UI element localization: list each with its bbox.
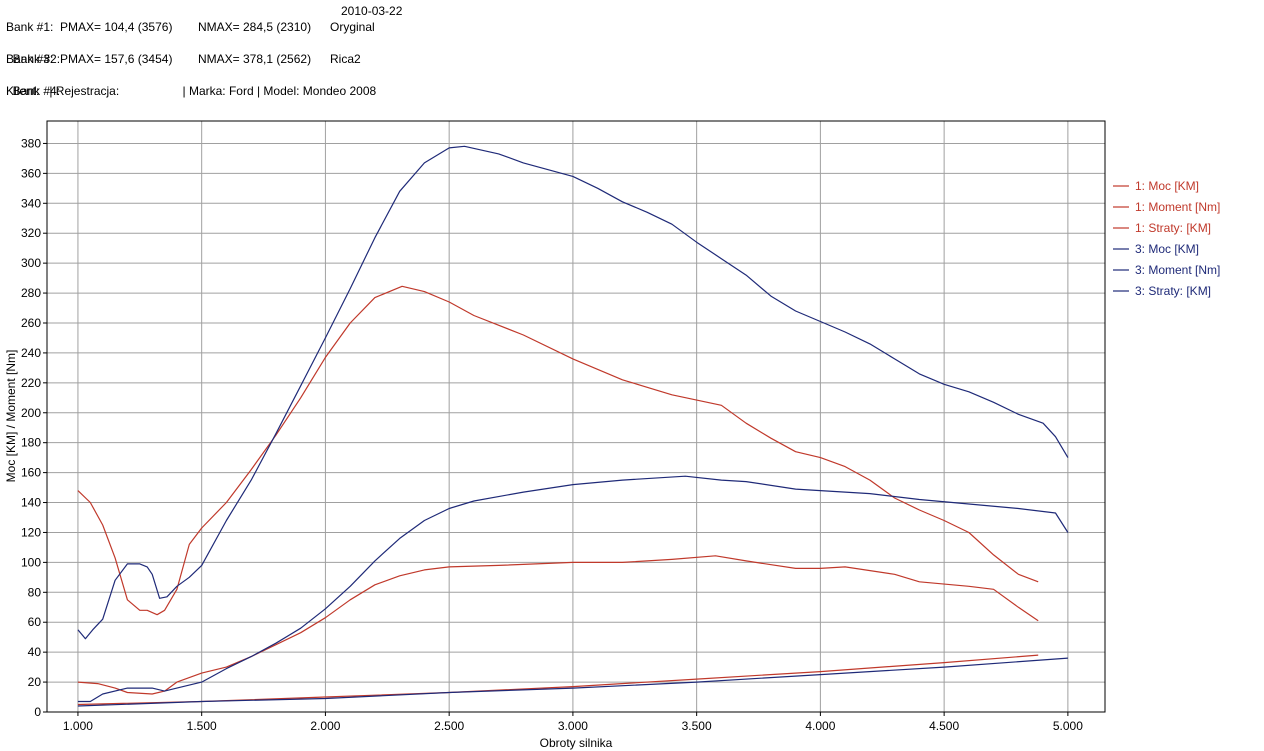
bank-3-nmax: NMAX= 378,1 (2562) xyxy=(198,52,312,66)
y-tick-label: 340 xyxy=(21,196,41,210)
x-tick-label: 1.000 xyxy=(63,719,93,733)
grid xyxy=(47,121,1105,712)
legend: 1: Moc [KM] 1: Moment [Nm] 1: Straty: [KM]… xyxy=(1113,179,1220,298)
legend-label: 1: Straty: [KM] xyxy=(1135,221,1211,235)
bank-4-label: Bank #4: xyxy=(12,84,61,98)
series-line-2 xyxy=(77,285,1039,616)
x-tick-label: 1.500 xyxy=(187,719,217,733)
y-tick-label: 80 xyxy=(28,585,42,599)
y-tick-label: 240 xyxy=(21,346,41,360)
y-tick-label: 200 xyxy=(21,406,41,420)
report-date: 2010-03-22 xyxy=(341,4,403,18)
bank-1-summary: Bank #1: PMAX= 104,4 (3576) NMAX= 284,5 … xyxy=(6,19,375,83)
series-line-3 xyxy=(77,654,1039,706)
x-axis-ticks: 1.000 1.500 2.000 2.500 3.000 3.500 4.000 4.500… xyxy=(63,712,1083,733)
y-axis-ticks: 0 20 40 60 80 100 120 140 160 180 200 220 240 260 280 3… xyxy=(21,136,47,719)
y-tick-label: 100 xyxy=(21,555,41,569)
client-info: Klient: | Rejestracja: | Marka: Ford | M… xyxy=(6,84,377,98)
bank-4-summary: Bank #4: xyxy=(6,67,60,99)
y-tick-label: 260 xyxy=(21,316,41,330)
series-lines xyxy=(77,145,1069,707)
bank-3-summary: Bank #3: PMAX= 157,6 (3454) NMAX= 378,1 … xyxy=(6,51,361,115)
y-axis-label: Moc [KM] / Moment [Nm] xyxy=(4,350,18,483)
x-tick-label: 2.500 xyxy=(434,719,464,733)
y-tick-label: 20 xyxy=(28,675,42,689)
y-tick-label: 160 xyxy=(21,466,41,480)
legend-label: 1: Moment [Nm] xyxy=(1135,200,1220,214)
legend-label: 3: Straty: [KM] xyxy=(1135,284,1211,298)
x-tick-label: 5.000 xyxy=(1053,719,1083,733)
bank-1-name: Oryginal xyxy=(330,20,375,34)
bank-3-pmax: Bank #3: PMAX= 157,6 (3454) xyxy=(6,52,173,66)
y-tick-label: 300 xyxy=(21,256,41,270)
series-line-4 xyxy=(77,475,1069,703)
bank-3-name: Rica2 xyxy=(330,52,361,66)
series-line-5 xyxy=(77,145,1069,640)
x-tick-label: 3.500 xyxy=(682,719,712,733)
x-tick-label: 4.500 xyxy=(929,719,959,733)
x-axis-label: Obroty silnika xyxy=(540,736,613,750)
x-tick-label: 2.000 xyxy=(310,719,340,733)
plot-frame xyxy=(46,120,1106,713)
bank-2-label: Bank #2: xyxy=(12,52,61,66)
y-tick-label: 180 xyxy=(21,436,41,450)
x-tick-label: 4.000 xyxy=(805,719,835,733)
y-tick-label: 60 xyxy=(28,615,42,629)
bank-2-summary: Bank #2: xyxy=(6,35,60,67)
series-line-1 xyxy=(77,555,1039,695)
y-tick-label: 0 xyxy=(34,705,41,719)
x-tick-label: 3.000 xyxy=(558,719,588,733)
y-tick-label: 140 xyxy=(21,496,41,510)
y-tick-label: 280 xyxy=(21,286,41,300)
bank-1-pmax: Bank #1: PMAX= 104,4 (3576) xyxy=(6,20,173,34)
legend-label: 1: Moc [KM] xyxy=(1135,179,1199,193)
legend-label: 3: Moc [KM] xyxy=(1135,242,1199,256)
legend-label: 3: Moment [Nm] xyxy=(1135,263,1220,277)
bank-1-nmax: NMAX= 284,5 (2310) xyxy=(198,20,312,34)
y-tick-label: 360 xyxy=(21,166,41,180)
y-tick-label: 220 xyxy=(21,376,41,390)
y-tick-label: 120 xyxy=(21,525,41,539)
y-tick-label: 380 xyxy=(21,136,41,150)
y-tick-label: 40 xyxy=(28,645,42,659)
series-line-6 xyxy=(77,657,1068,707)
y-tick-label: 320 xyxy=(21,226,41,240)
